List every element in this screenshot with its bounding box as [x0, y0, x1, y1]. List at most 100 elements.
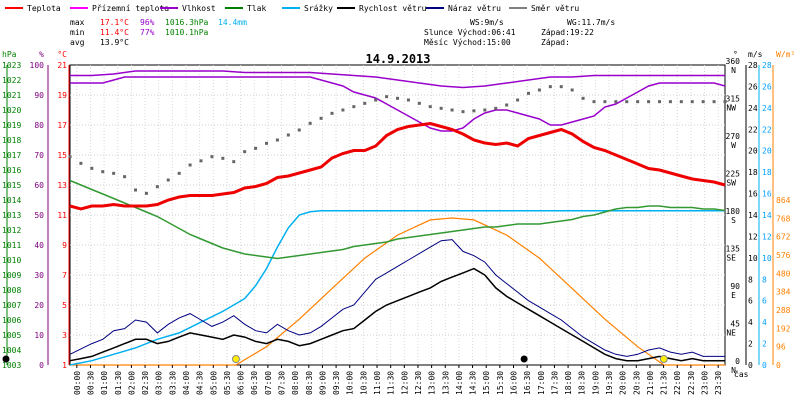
deg-axis-tick-label: 90: [730, 282, 740, 291]
pressure-line: [69, 179, 726, 260]
wind-gust-line: [69, 239, 725, 357]
wm2-axis-unit: W/m²: [776, 50, 795, 59]
hpa-axis-tick-label: 1022: [2, 76, 21, 85]
x-tick-label: 09:00: [318, 371, 327, 395]
temp-axis-tick-label: 3: [62, 331, 67, 340]
x-tick-label: 21:00: [646, 371, 655, 395]
wind-dir-point: [570, 88, 574, 92]
mm-axis-tick-label: 16: [762, 190, 772, 199]
wind-dir-point: [537, 88, 541, 92]
stat-sun-set: Západ:19:22: [541, 28, 594, 37]
wind-dir-point: [505, 103, 509, 107]
hpa-axis-tick-label: 1005: [2, 331, 21, 340]
x-tick-label: 16:00: [509, 371, 518, 395]
stat-min-label: min: [70, 28, 85, 37]
wind-dir-point: [690, 100, 694, 104]
hpa-axis-unit: hPa: [2, 50, 17, 59]
wind-dir-point: [341, 108, 345, 112]
wind-dir-point: [363, 101, 367, 105]
x-tick-label: 06:30: [250, 371, 259, 395]
wind-dir-point: [79, 161, 83, 165]
legend-label: Náraz větru: [448, 4, 501, 13]
x-tick-label: 05:30: [223, 371, 232, 395]
stat-sun: Slunce Východ:06:41: [424, 28, 516, 37]
ms-axis-unit: m/s: [748, 50, 763, 59]
legend-label: Směr větru: [531, 4, 579, 13]
wind-dir-point: [668, 100, 672, 104]
wind-dir-point: [101, 170, 105, 174]
mm-axis-tick-label: 0: [762, 361, 767, 370]
wind-dir-point: [188, 163, 192, 167]
humidity-line: [70, 76, 726, 132]
x-tick-label: 08:30: [305, 371, 314, 395]
mm-axis-tick-label: 22: [762, 125, 772, 134]
deg-axis-tick-label: 45: [730, 320, 740, 329]
ms-axis-tick-label: 14: [748, 211, 758, 220]
wind-dir-point: [559, 85, 563, 89]
x-tick-label: 10:00: [346, 371, 355, 395]
pct-axis-tick-label: 80: [34, 121, 44, 130]
x-tick-label: 13:30: [441, 371, 450, 395]
deg-axis-unit: °: [733, 50, 738, 59]
deg-axis-tick-label: 270: [726, 132, 741, 141]
stat-max-rain: 14.4mm: [218, 18, 247, 27]
wind-dir-point: [483, 108, 487, 112]
pct-axis-tick-label: 70: [34, 151, 44, 160]
wind-dir-point: [123, 175, 127, 179]
x-tick-label: 02:00: [127, 371, 136, 395]
wind-dir-point: [450, 108, 454, 112]
hpa-axis-tick-label: 1018: [2, 136, 21, 145]
wind-dir-point: [723, 100, 727, 104]
wind-dir-point: [712, 100, 716, 104]
ms-axis-tick-label: 28: [748, 61, 758, 70]
wind-dir-point: [134, 188, 137, 192]
deg-axis-tick-label: 135: [726, 245, 741, 254]
x-tick-label: 12:00: [400, 371, 409, 395]
wind-dir-point: [232, 160, 236, 164]
legend: Teplota Přízemní teplota Vlhkost Tlak Srážky…: [5, 4, 579, 13]
pct-axis-tick-label: 30: [34, 271, 44, 280]
deg-axis-tick-label: 0: [735, 357, 740, 366]
ms-axis-tick-label: 6: [748, 297, 753, 306]
stat-wg: WG:11.7m/s: [567, 18, 615, 27]
x-tick-label: 06:00: [237, 371, 246, 395]
wm2-axis-tick-label: 864: [776, 196, 791, 205]
wind-dir-point: [396, 96, 399, 100]
dir-axis-tick-label: S: [731, 216, 736, 225]
x-tick-label: 14:30: [469, 371, 478, 395]
wind-dir-point: [265, 141, 268, 145]
wind-dir-point: [155, 185, 159, 189]
dir-axis-tick-label: NE: [726, 329, 736, 338]
wind-dir-point: [286, 133, 290, 137]
ms-axis-tick-label: 16: [748, 190, 758, 199]
x-tick-label: 23:30: [714, 371, 723, 395]
ms-axis-tick-label: 22: [748, 125, 758, 134]
wind-dir-point: [461, 110, 465, 114]
mm-axis-tick-label: 24: [762, 104, 772, 113]
wm2-axis-tick-label: 288: [776, 306, 791, 315]
hpa-axis-tick-label: 1003: [2, 361, 21, 370]
mm-axis-tick-label: 10: [762, 254, 772, 263]
deg-axis-tick-label: 225: [726, 170, 741, 179]
mm-axis-tick-label: 12: [762, 232, 772, 241]
temp-axis-tick-label: 21: [57, 61, 67, 70]
x-tick-label: 12:30: [414, 371, 423, 395]
axes: 1003100410051006100710081009101010111012…: [2, 50, 795, 375]
x-tick-label: 10:30: [359, 371, 368, 395]
x-tick-label: 02:30: [141, 371, 150, 395]
x-tick-label: 04:30: [196, 371, 205, 395]
moonrise-marker: [520, 355, 528, 363]
x-tick-label: 11:30: [387, 371, 396, 395]
ms-axis-tick-label: 24: [748, 104, 758, 113]
x-tick-label: 14:00: [455, 371, 464, 395]
x-tick-label: 18:30: [578, 371, 587, 395]
hpa-axis-tick-label: 1015: [2, 181, 21, 190]
ms-axis-tick-label: 12: [748, 232, 758, 241]
x-tick-label: 01:00: [100, 371, 109, 395]
deg-axis-tick-label: 360: [726, 57, 741, 66]
x-tick-label: 18:00: [564, 371, 573, 395]
wind-dir-point: [603, 100, 607, 104]
wm2-axis-tick-label: 768: [776, 214, 791, 223]
wm2-axis-tick-label: 0: [776, 361, 781, 370]
wind-dir-point: [243, 150, 247, 154]
